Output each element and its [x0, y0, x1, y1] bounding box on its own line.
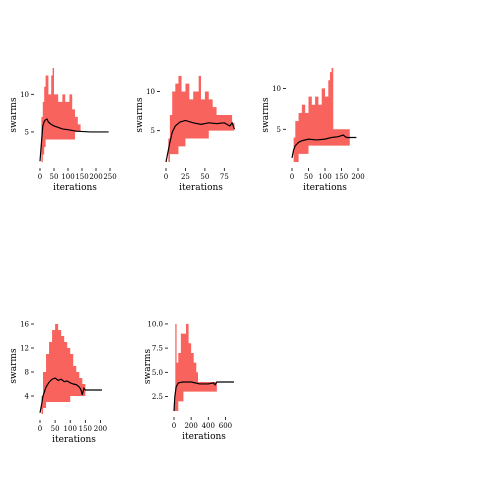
y-tick-label: 5.0	[152, 369, 163, 377]
range-band	[166, 75, 235, 162]
x-tick-label: 200	[351, 173, 364, 181]
x-tick-label: 150	[75, 173, 88, 181]
x-tick-label: 75	[220, 173, 229, 181]
x-tick-label: 150	[335, 173, 348, 181]
x-tick-label: 100	[61, 173, 74, 181]
x-axis-label: iterations	[182, 432, 226, 442]
y-tick-label: 10.0	[147, 320, 163, 328]
y-tick-label: 5	[277, 126, 281, 134]
y-tick-label: 8	[25, 369, 29, 377]
x-tick-label: 50	[51, 425, 60, 433]
x-tick-label: 400	[202, 422, 215, 430]
x-tick-label: 50	[304, 173, 313, 181]
mean-line	[173, 381, 234, 412]
mean-line	[39, 118, 109, 162]
x-axis-label: iterations	[303, 183, 347, 193]
x-tick-label: 200	[184, 422, 197, 430]
range-band	[40, 324, 102, 414]
y-tick-label: 2.5	[152, 393, 163, 401]
range-band	[174, 323, 234, 411]
x-tick-label: 50	[50, 173, 59, 181]
x-tick-label: 0	[290, 173, 294, 181]
y-axis-label: swarms	[9, 97, 19, 133]
x-tick-label: 25	[181, 173, 190, 181]
y-tick-label: 5	[151, 127, 155, 135]
chart-panel-5: 0 200 400 600 2.5 5.0 7.5 10.0 iterations swarms	[143, 320, 234, 442]
y-tick-label: 7.5	[152, 345, 163, 353]
chart-panel-2: 0 25 50 75 5 10 iterations swarms	[135, 75, 236, 193]
mean-line	[165, 119, 236, 163]
y-tick-label: 10	[20, 91, 29, 99]
y-tick-label: 16	[20, 321, 29, 329]
x-axis-label: iterations	[53, 183, 97, 193]
y-axis-label: swarms	[135, 97, 145, 133]
mean-line	[291, 134, 357, 159]
x-tick-label: 200	[89, 173, 102, 181]
x-tick-label: 600	[219, 422, 232, 430]
x-tick-label: 100	[318, 173, 331, 181]
y-axis-label: swarms	[143, 349, 153, 385]
y-tick-label: 10	[272, 85, 281, 93]
mean-line	[39, 377, 102, 413]
x-tick-label: 250	[103, 173, 116, 181]
range-band	[292, 68, 357, 162]
x-tick-label: 200	[94, 425, 107, 433]
x-axis-label: iterations	[179, 183, 223, 193]
y-tick-label: 4	[25, 393, 30, 401]
chart-panel-3: 0 50 100 150 200 5 10 iterations swarms	[261, 68, 365, 193]
x-tick-label: 0	[38, 173, 42, 181]
x-tick-label: 100	[64, 425, 77, 433]
x-axis-label: iterations	[52, 435, 96, 445]
x-tick-label: 150	[79, 425, 92, 433]
x-tick-label: 0	[172, 422, 176, 430]
range-band	[40, 68, 109, 162]
y-tick-label: 5	[25, 128, 29, 136]
chart-panel-1: 0 50 100 150 200 250 5 10 iterations swarms	[9, 68, 117, 193]
x-tick-label: 0	[38, 425, 42, 433]
y-tick-label: 10	[146, 88, 155, 96]
y-tick-label: 12	[20, 345, 29, 353]
chart-panel-4: 0 50 100 150 200 4 8 12 16 iterations swarms	[9, 321, 107, 446]
x-tick-label: 0	[164, 173, 168, 181]
x-tick-label: 50	[200, 173, 209, 181]
y-axis-label: swarms	[261, 97, 271, 133]
y-axis-label: swarms	[9, 348, 19, 384]
